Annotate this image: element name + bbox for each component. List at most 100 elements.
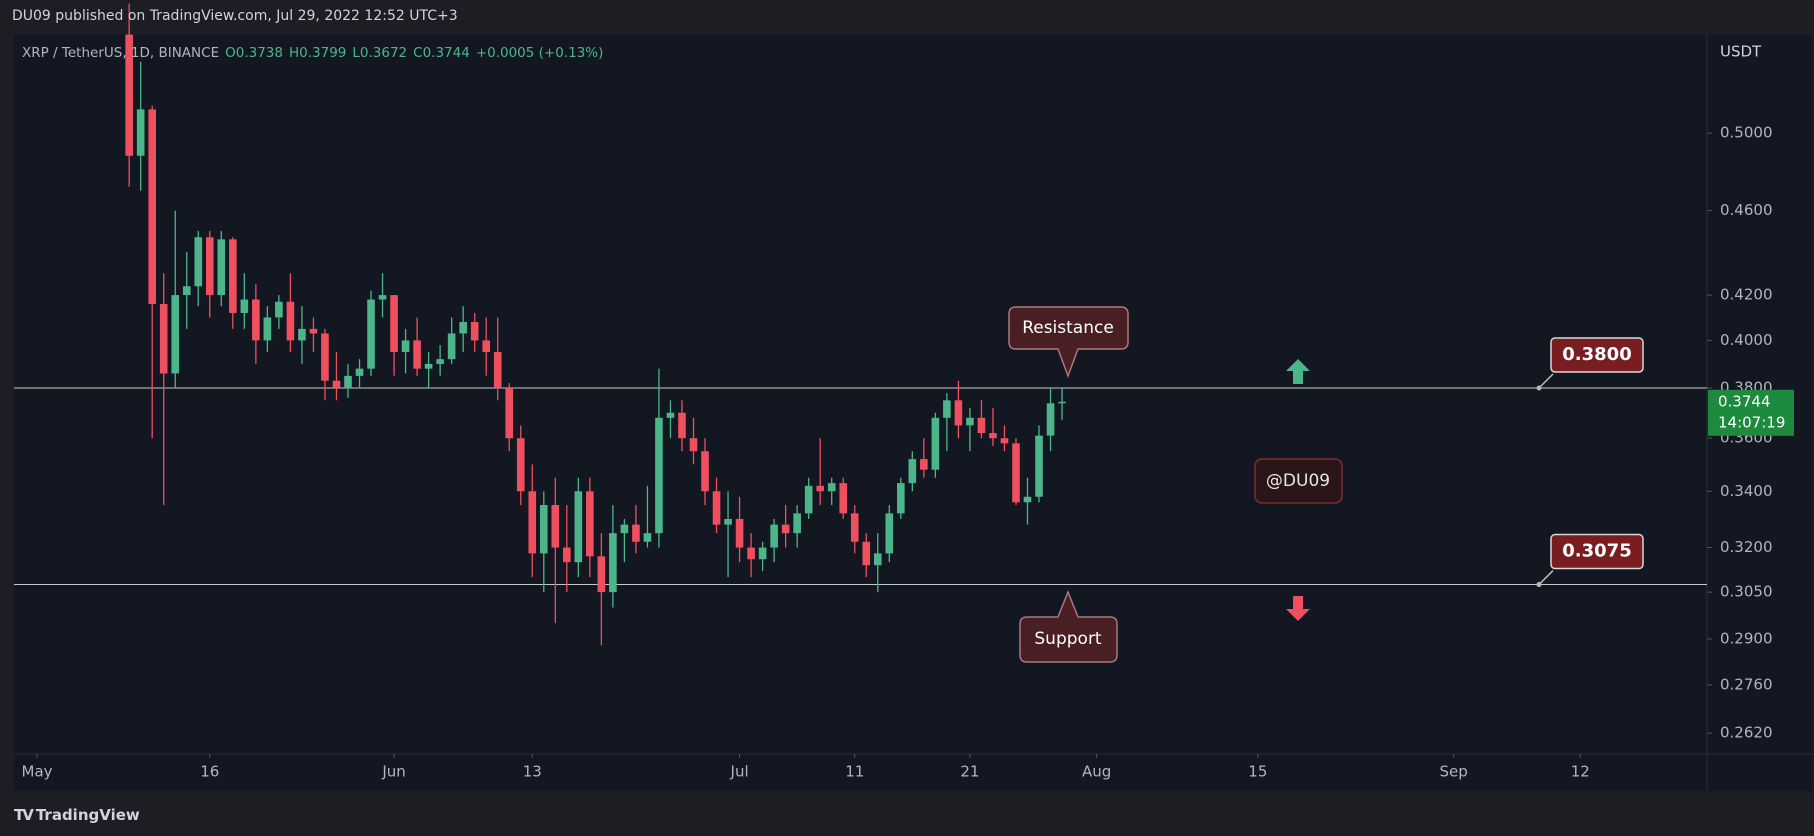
candle-body [355,368,364,376]
candle-body [240,299,249,313]
candle-body [977,417,986,434]
candle-body [666,412,675,418]
chart-legend: XRP / TetherUS, 1D, BINANCE O0.3738 H0.379… [22,45,603,61]
level-connector [1538,570,1554,586]
candle-body [493,352,502,389]
candle-body [793,513,801,534]
candle-body [447,333,456,360]
last-price: 0.3744 [1718,392,1771,410]
y-tick-label: 0.4600 [1720,201,1773,219]
level-label: 0.3800 [1562,344,1631,365]
footer-brand: TV TradingView [14,806,140,824]
y-tick-label: 0.3200 [1720,538,1773,556]
candle-body [551,505,560,548]
candle-body [873,553,882,566]
candle-body [436,359,444,364]
annotation: Support [1034,629,1102,649]
candle-body [378,295,387,300]
candle-body [459,322,467,334]
down-arrow [1286,596,1310,621]
candle-body [897,483,905,514]
publisher: DU09 published on TradingView.com, Jul 2… [12,8,458,24]
candle-body [908,459,917,484]
candle-body [344,375,352,389]
watermark-box [1254,458,1343,504]
candle-body [643,533,652,542]
candle-body [1058,401,1066,404]
candle-body [862,541,871,566]
candle-body [1012,443,1020,503]
support-callout [1019,589,1118,663]
candle-body [850,513,859,542]
level-label-box [1550,533,1644,570]
candle-body [701,451,709,492]
chart-title: XRP / TetherUS, 1D, BINANCE [22,45,220,61]
y-tick-label: 0.5000 [1720,124,1773,142]
y-tick-label: 0.3050 [1720,583,1773,601]
candle-body [816,485,824,492]
x-tick-label: Jul [730,763,749,781]
level-dot [1536,582,1542,588]
candle-body [712,491,721,525]
candle-body [609,533,617,593]
annotation: @DU09 [1266,471,1330,491]
level-label-box [1550,337,1644,373]
candle-body [125,34,133,156]
x-tick-label: Sep [1439,763,1467,781]
candle-body [424,363,433,369]
candle-body [159,303,168,374]
ohlc-value: C0.3744 [413,45,470,61]
y-tick-label: 0.4000 [1720,331,1773,349]
level-label: 0.3075 [1562,541,1631,562]
candle-body [1000,438,1009,444]
candle-body [332,380,341,389]
ohlc-value: O0.3738 [225,45,283,61]
y-tick-label: 0.2900 [1720,629,1773,647]
last-price-box [1708,389,1794,436]
x-tick-label: Jun [381,763,405,781]
x-tick-label: 16 [200,763,219,781]
candle-body [655,417,663,534]
candle-body [470,322,479,341]
candle-body [597,556,606,593]
candle-body [321,333,329,381]
level-connector [1538,373,1554,389]
candle-body [678,412,686,439]
candle-body [735,518,744,548]
candle-body [943,400,951,418]
candle-body [390,295,398,353]
candle-body [1023,496,1032,503]
candle-body [539,505,548,554]
candle-body [229,239,237,313]
candle-body [724,518,732,525]
candle-body [309,328,318,334]
candle-body [954,400,963,426]
candle-body [770,524,778,548]
candle-body [839,483,848,514]
resistance-callout [1008,306,1129,379]
candle-body [574,491,583,563]
candle-body [931,417,940,470]
ohlc-value: H0.3799 [288,45,347,61]
y-tick-label: 0.2620 [1720,724,1773,742]
x-tick-label: May [22,763,53,781]
x-tick-label: 13 [523,763,542,781]
candle-body [367,299,375,369]
x-tick-label: 12 [1571,763,1590,781]
y-tick-label: 0.2760 [1720,675,1773,693]
brand: TradingView [35,806,140,824]
candle-body [217,239,226,296]
logo: TV [14,806,34,824]
y-tick-label: 0.4200 [1720,286,1773,304]
candle-body [1035,435,1043,497]
ohlc-value: L0.3672 [352,45,408,61]
candle-body [171,295,180,374]
candle-body [781,524,790,534]
x-tick-label: 21 [960,763,979,781]
candle-body [286,301,295,341]
candle-body [920,459,928,470]
up-arrow [1286,359,1310,384]
y-axis-label: USDT [1720,43,1762,61]
countdown: 14:07:19 [1718,413,1785,431]
